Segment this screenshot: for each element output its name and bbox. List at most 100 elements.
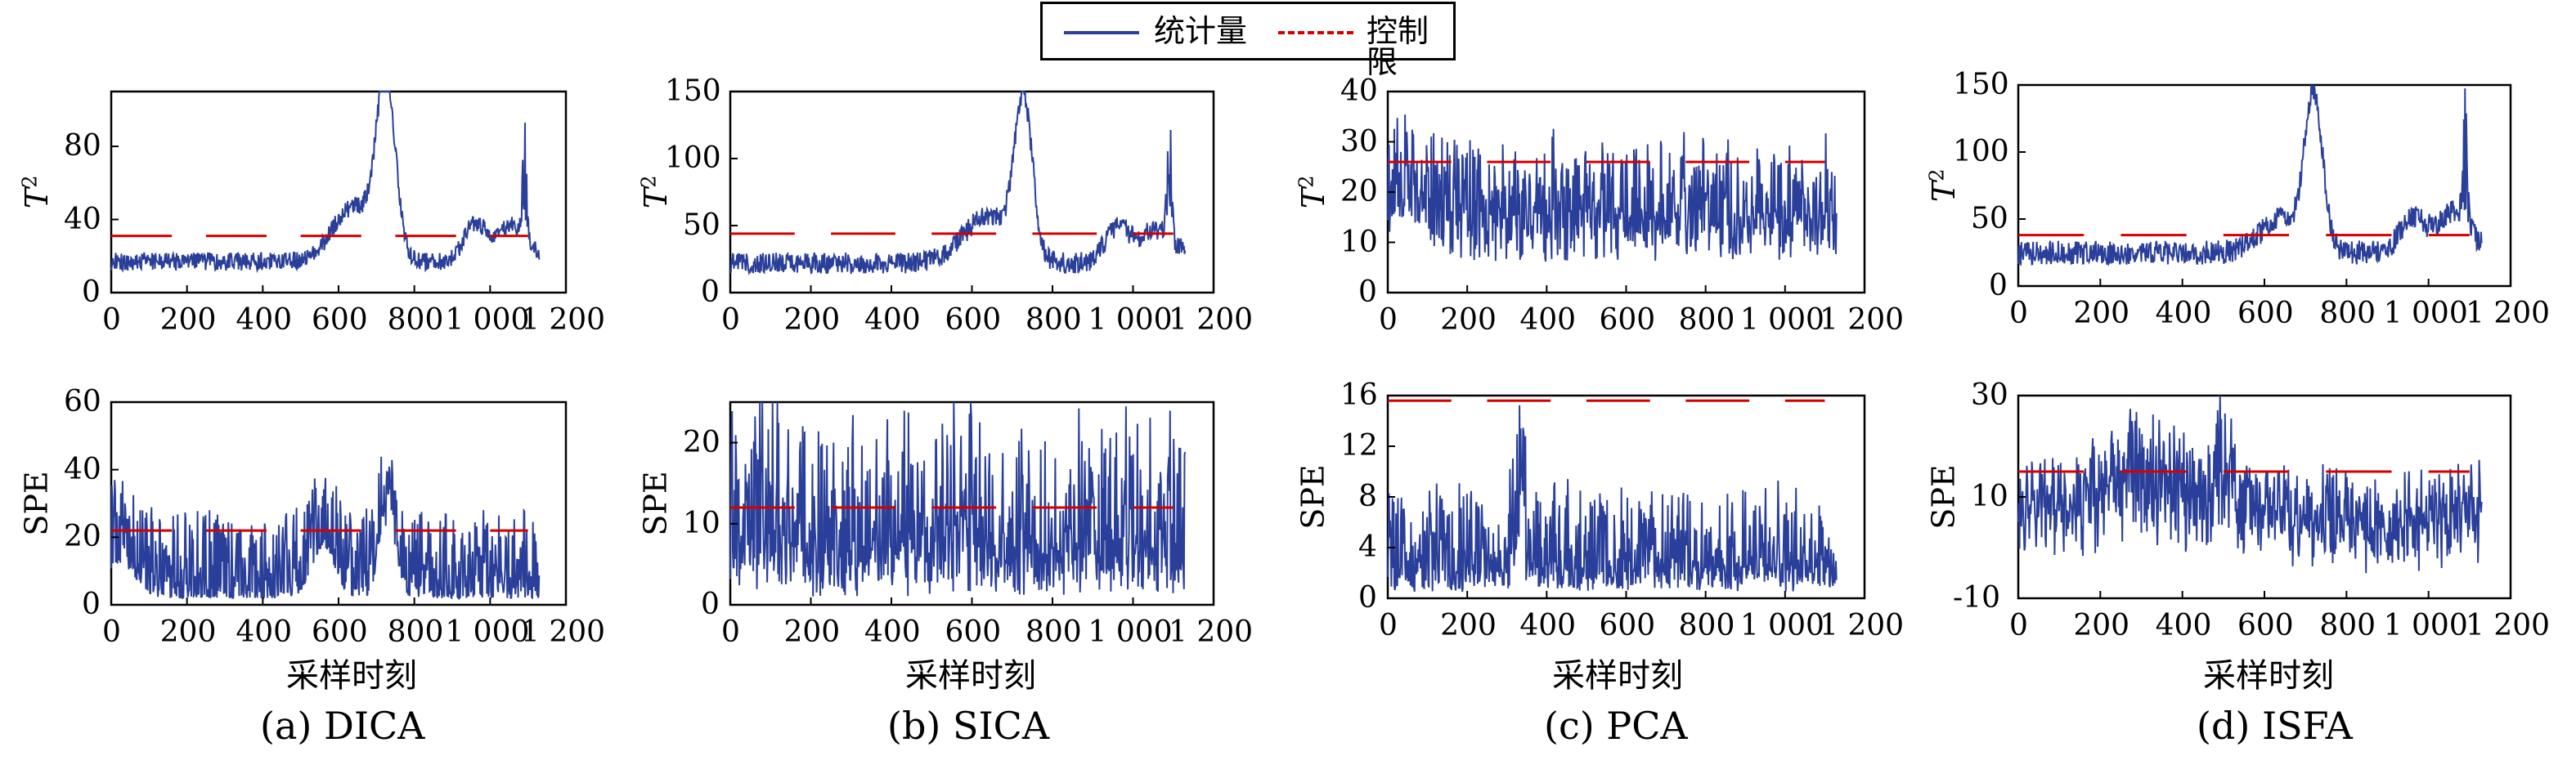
y-tick-label-b-bottom-2: 20 bbox=[683, 425, 720, 459]
x-tick-label-a-top-1: 200 bbox=[159, 303, 217, 337]
x-tick-label-b-top-2: 400 bbox=[864, 303, 921, 337]
statistic-line-a-top bbox=[110, 91, 541, 274]
legend: 统计量 控制限 bbox=[1040, 2, 1456, 78]
x-tick-label-a-bottom-4: 800 bbox=[387, 615, 444, 649]
caption-a: (a) DICA bbox=[260, 704, 425, 748]
y-tick-label-c-bottom-4: 16 bbox=[1340, 378, 1378, 412]
y-tick-label-d-bottom-1: 10 bbox=[1971, 480, 2008, 513]
x-tick-label-a-top-4: 800 bbox=[387, 303, 444, 337]
x-tick-label-b-bottom-0: 0 bbox=[721, 615, 740, 649]
y-axis-title-a-top: T2 bbox=[17, 175, 55, 209]
y-tick-label-c-top-0: 0 bbox=[1358, 275, 1377, 309]
x-tick-label-d-bottom-0: 0 bbox=[2009, 609, 2028, 642]
y-tick-label-c-top-2: 20 bbox=[1340, 175, 1378, 208]
x-axis-title-c: 采样时刻 bbox=[1552, 657, 1683, 695]
legend-statistic-label: 统计量 bbox=[1154, 13, 1248, 49]
y-tick-label-b-bottom-1: 10 bbox=[683, 506, 720, 540]
x-tick-label-d-top-1: 200 bbox=[2073, 297, 2130, 330]
x-tick-label-a-top-6: 1 200 bbox=[521, 303, 606, 337]
x-tick-label-c-bottom-3: 600 bbox=[1599, 609, 1656, 642]
y-tick-label-c-bottom-0: 0 bbox=[1358, 581, 1377, 615]
y-tick-label-a-top-2: 80 bbox=[64, 129, 101, 163]
x-tick-label-a-top-2: 400 bbox=[236, 303, 293, 337]
x-tick-label-a-bottom-0: 0 bbox=[102, 615, 121, 649]
x-tick-label-d-bottom-5: 1 000 bbox=[2383, 609, 2468, 642]
x-tick-label-a-bottom-3: 600 bbox=[312, 615, 368, 649]
x-axis-title-d: 采样时刻 bbox=[2203, 657, 2334, 695]
x-tick-label-d-bottom-3: 600 bbox=[2237, 609, 2294, 642]
legend-statistic-swatch bbox=[1064, 31, 1139, 34]
x-tick-label-a-bottom-1: 200 bbox=[159, 615, 217, 649]
x-tick-label-b-bottom-2: 400 bbox=[864, 615, 921, 649]
x-tick-label-a-top-5: 1 000 bbox=[445, 303, 530, 337]
x-tick-label-d-top-2: 400 bbox=[2155, 297, 2212, 330]
statistic-line-c-top bbox=[1387, 114, 1838, 262]
x-tick-label-c-bottom-1: 200 bbox=[1440, 609, 1497, 642]
y-tick-label-d-bottom-0: -10 bbox=[1953, 581, 2000, 615]
statistic-line-d-bottom bbox=[2017, 395, 2483, 574]
y-tick-label-d-top-0: 0 bbox=[1989, 269, 2008, 302]
y-tick-label-a-top-0: 0 bbox=[82, 275, 101, 309]
y-axis-title-a-bottom: SPE bbox=[18, 471, 55, 536]
y-tick-label-b-top-2: 100 bbox=[665, 141, 721, 175]
x-tick-label-d-bottom-2: 400 bbox=[2155, 609, 2212, 642]
y-axis-title-b-bottom: SPE bbox=[637, 471, 674, 536]
caption-d: (d) ISFA bbox=[2197, 704, 2353, 748]
y-tick-label-c-bottom-2: 8 bbox=[1358, 480, 1377, 513]
x-tick-label-d-top-3: 600 bbox=[2237, 297, 2294, 330]
x-tick-label-c-top-2: 400 bbox=[1519, 303, 1577, 337]
x-tick-label-b-top-4: 800 bbox=[1025, 303, 1082, 337]
x-tick-label-c-top-3: 600 bbox=[1599, 303, 1656, 337]
x-tick-label-b-top-5: 1 000 bbox=[1088, 303, 1173, 337]
statistic-line-a-bottom bbox=[110, 456, 541, 601]
y-tick-label-c-bottom-1: 4 bbox=[1358, 530, 1377, 564]
y-tick-label-b-bottom-0: 0 bbox=[701, 588, 720, 621]
statistic-line-d-top bbox=[2017, 84, 2483, 267]
x-tick-label-c-top-5: 1 000 bbox=[1739, 303, 1824, 337]
x-tick-label-b-top-1: 200 bbox=[783, 303, 841, 337]
y-tick-label-b-top-0: 0 bbox=[701, 275, 720, 309]
statistic-line-b-top bbox=[729, 91, 1187, 276]
y-tick-label-b-top-3: 150 bbox=[665, 74, 721, 108]
x-tick-label-a-bottom-5: 1 000 bbox=[445, 615, 530, 649]
y-tick-label-c-top-3: 30 bbox=[1340, 124, 1378, 159]
x-tick-label-d-top-5: 1 000 bbox=[2383, 297, 2468, 330]
x-tick-label-b-bottom-4: 800 bbox=[1025, 615, 1082, 649]
x-tick-label-d-top-0: 0 bbox=[2009, 297, 2028, 330]
x-tick-label-d-top-4: 800 bbox=[2319, 297, 2376, 330]
x-tick-label-c-bottom-2: 400 bbox=[1519, 609, 1577, 642]
y-tick-label-a-bottom-1: 20 bbox=[64, 520, 101, 554]
y-tick-label-a-top-1: 40 bbox=[64, 202, 101, 236]
x-tick-label-a-top-3: 600 bbox=[312, 303, 368, 337]
x-tick-label-a-bottom-6: 1 200 bbox=[521, 615, 606, 649]
y-tick-label-a-bottom-0: 0 bbox=[82, 588, 101, 621]
y-tick-label-b-top-1: 50 bbox=[683, 208, 720, 242]
x-tick-label-c-top-4: 800 bbox=[1678, 303, 1735, 337]
x-tick-label-b-bottom-3: 600 bbox=[945, 615, 1002, 649]
x-tick-label-d-bottom-4: 800 bbox=[2319, 609, 2376, 642]
x-tick-label-d-bottom-1: 200 bbox=[2073, 609, 2130, 642]
y-tick-label-c-top-1: 10 bbox=[1340, 225, 1378, 259]
y-tick-label-d-top-3: 150 bbox=[1953, 68, 2009, 101]
x-tick-label-c-bottom-6: 1 200 bbox=[1820, 609, 1905, 642]
statistic-line-c-bottom bbox=[1387, 405, 1838, 593]
x-tick-label-c-top-6: 1 200 bbox=[1820, 303, 1905, 337]
x-tick-label-b-top-0: 0 bbox=[721, 303, 740, 337]
x-tick-label-a-top-0: 0 bbox=[102, 303, 121, 337]
y-tick-label-a-bottom-3: 60 bbox=[64, 385, 101, 418]
y-axis-title-b-top: T2 bbox=[636, 175, 674, 209]
x-axis-title-b: 采样时刻 bbox=[905, 657, 1036, 695]
caption-b: (b) SICA bbox=[887, 704, 1050, 748]
x-tick-label-b-bottom-5: 1 000 bbox=[1088, 615, 1173, 649]
x-axis-title-a: 采样时刻 bbox=[286, 657, 417, 695]
x-tick-label-c-top-1: 200 bbox=[1440, 303, 1497, 337]
y-axis-title-c-top: T2 bbox=[1294, 175, 1331, 209]
x-tick-label-b-top-3: 600 bbox=[945, 303, 1002, 337]
y-tick-label-c-bottom-3: 12 bbox=[1340, 429, 1378, 463]
x-tick-label-b-top-6: 1 200 bbox=[1169, 303, 1254, 337]
y-tick-label-c-top-4: 40 bbox=[1340, 74, 1378, 108]
caption-c: (c) PCA bbox=[1544, 704, 1688, 748]
legend-limit-label: 控制限 bbox=[1367, 13, 1429, 80]
y-tick-label-d-bottom-2: 30 bbox=[1971, 378, 2008, 412]
